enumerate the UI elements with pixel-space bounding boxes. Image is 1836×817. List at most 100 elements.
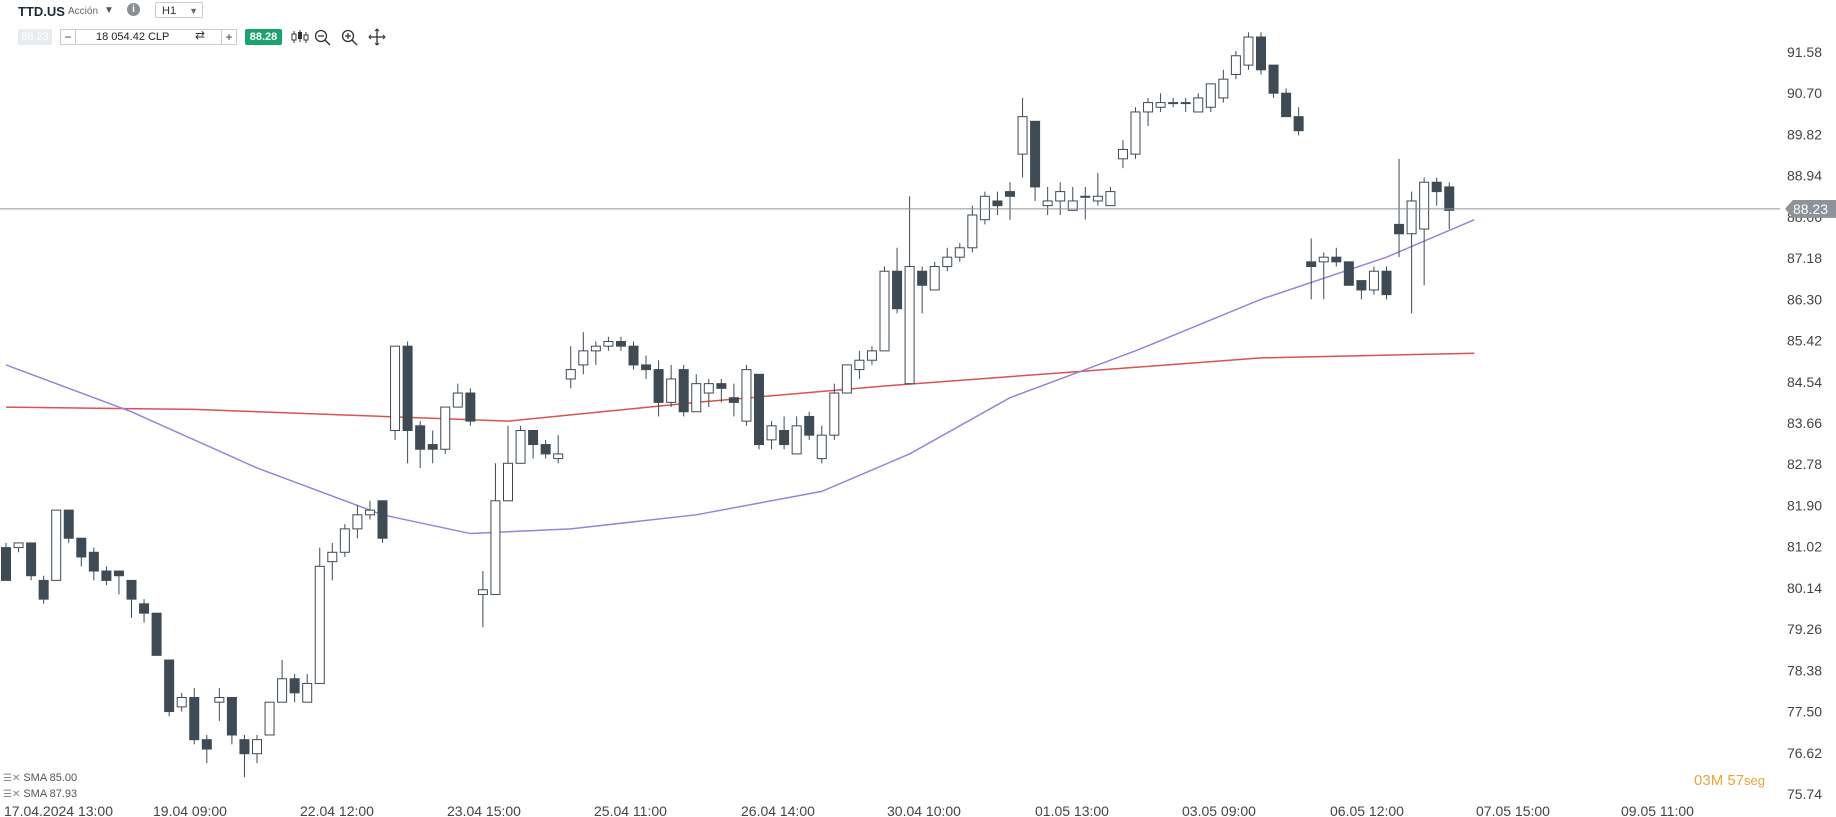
candle[interactable] <box>1067 186 1078 211</box>
candle[interactable] <box>440 406 451 454</box>
candle[interactable] <box>528 429 539 459</box>
candle[interactable] <box>327 542 338 581</box>
candle[interactable] <box>1180 97 1191 112</box>
candle[interactable] <box>289 674 300 703</box>
legend-sma-fast[interactable]: ☰✕ SMA 87.93 <box>3 788 77 800</box>
buy-price-button[interactable]: 88.28 <box>245 29 282 45</box>
candle[interactable] <box>113 570 124 595</box>
candle[interactable] <box>1256 32 1266 75</box>
decrease-amount-button[interactable]: − <box>60 29 76 45</box>
candle[interactable] <box>38 575 49 604</box>
candle[interactable] <box>615 336 626 351</box>
price-axis[interactable]: 91.5890.7089.8288.9488.0687.1886.3085.42… <box>1787 44 1822 802</box>
zoom-out-icon[interactable] <box>313 28 333 46</box>
candle[interactable] <box>76 537 87 567</box>
candle[interactable] <box>917 266 928 314</box>
candle[interactable] <box>1005 182 1015 220</box>
candle[interactable] <box>1368 266 1379 295</box>
candle[interactable] <box>465 388 476 426</box>
candle[interactable] <box>1431 177 1442 206</box>
candle[interactable] <box>314 547 325 684</box>
candle[interactable] <box>452 383 463 408</box>
legend-sma-slow[interactable]: ☰✕ SMA 85.00 <box>3 772 77 784</box>
candle[interactable] <box>1419 177 1430 286</box>
candle[interactable] <box>151 612 162 656</box>
candle[interactable] <box>540 439 551 459</box>
candle[interactable] <box>578 332 589 375</box>
candle[interactable] <box>51 509 62 581</box>
symbol-dropdown-icon[interactable]: ▼ <box>104 5 114 16</box>
candle[interactable] <box>754 373 764 450</box>
candle[interactable] <box>101 566 112 586</box>
candle[interactable] <box>866 346 877 365</box>
candle[interactable] <box>1318 252 1329 300</box>
candle[interactable] <box>703 378 714 408</box>
candle[interactable] <box>1306 238 1317 300</box>
candle[interactable] <box>1155 93 1166 112</box>
sell-price-button[interactable]: 88.23 <box>18 29 52 45</box>
candle[interactable] <box>779 416 790 450</box>
candle[interactable] <box>1444 182 1455 230</box>
candle[interactable] <box>252 734 262 764</box>
candle[interactable] <box>954 243 965 262</box>
candle[interactable] <box>1381 266 1392 300</box>
candle[interactable] <box>1055 182 1066 216</box>
candle[interactable] <box>716 378 727 403</box>
timeframe-select[interactable]: H1 ▼ <box>155 2 203 18</box>
candle[interactable] <box>741 364 752 426</box>
candle[interactable] <box>1343 261 1354 286</box>
candle[interactable] <box>1 542 11 581</box>
candle[interactable] <box>992 191 1003 216</box>
candle[interactable] <box>979 191 990 225</box>
candle[interactable] <box>352 505 363 539</box>
candle[interactable] <box>641 355 652 379</box>
candle[interactable] <box>490 463 501 595</box>
candle[interactable] <box>1268 64 1279 98</box>
candle[interactable] <box>942 247 953 272</box>
candle[interactable] <box>364 500 375 520</box>
candle[interactable] <box>1356 280 1367 300</box>
candle[interactable] <box>239 734 250 778</box>
candle[interactable] <box>1406 191 1417 314</box>
candle[interactable] <box>1105 186 1116 207</box>
candle[interactable] <box>1205 83 1216 112</box>
settings-icon[interactable]: ☰✕ <box>3 773 21 784</box>
chart-type-icon[interactable] <box>290 28 310 46</box>
candle[interactable] <box>816 425 827 464</box>
swap-currency-icon[interactable]: ⇄ <box>195 28 206 42</box>
amount-input[interactable]: 18 054.42 CLP <box>76 29 221 45</box>
candle[interactable] <box>728 383 739 417</box>
candle[interactable] <box>628 341 639 370</box>
candle[interactable] <box>339 524 350 557</box>
zoom-in-icon[interactable] <box>340 28 360 46</box>
candle[interactable] <box>829 383 840 440</box>
candle[interactable] <box>904 196 915 385</box>
candle[interactable] <box>766 421 777 450</box>
candle[interactable] <box>892 247 903 314</box>
candle[interactable] <box>1030 120 1041 201</box>
candle[interactable] <box>1193 93 1204 113</box>
candle[interactable] <box>13 542 24 553</box>
candle[interactable] <box>377 500 388 543</box>
candle[interactable] <box>553 435 564 464</box>
candle[interactable] <box>691 374 702 413</box>
candle[interactable] <box>415 421 426 468</box>
candle[interactable] <box>565 346 576 389</box>
candle[interactable] <box>214 688 225 721</box>
candle[interactable] <box>1331 247 1342 267</box>
candle[interactable] <box>1293 107 1304 136</box>
increase-amount-button[interactable]: + <box>221 29 237 45</box>
candle[interactable] <box>1243 32 1254 70</box>
candle[interactable] <box>678 364 689 417</box>
candle[interactable] <box>1281 88 1292 118</box>
candle[interactable] <box>841 364 852 394</box>
candle[interactable] <box>164 659 175 717</box>
candle[interactable] <box>967 205 978 253</box>
candle[interactable] <box>791 416 802 455</box>
candle[interactable] <box>1080 186 1091 220</box>
candle[interactable] <box>666 364 677 408</box>
candle[interactable] <box>1042 186 1053 216</box>
symbol-label[interactable]: TTD.US <box>18 4 65 19</box>
candle[interactable] <box>126 579 137 618</box>
candle[interactable] <box>1117 140 1128 169</box>
